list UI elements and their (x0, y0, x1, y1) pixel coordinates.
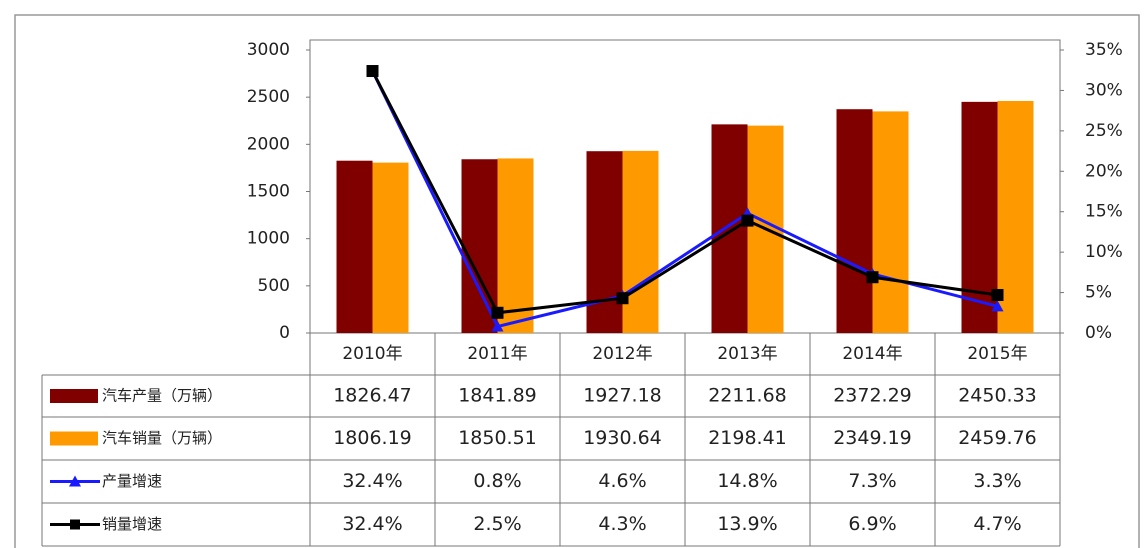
table-cell: 7.3% (848, 470, 896, 492)
x-tick-label: 2015年 (967, 344, 1027, 364)
y2-tick-label: 20% (1085, 161, 1123, 181)
legend-marker (70, 519, 80, 530)
legend-marker (69, 475, 81, 487)
table-cell: 2211.68 (708, 385, 787, 407)
x-tick-label: 2014年 (842, 344, 902, 364)
y-tick-label: 1000 (247, 229, 290, 249)
table-cell: 1930.64 (583, 427, 662, 449)
line (371, 70, 998, 315)
bar (711, 124, 748, 333)
table-cell: 0.8% (473, 470, 521, 492)
table-cell: 2372.29 (833, 385, 912, 407)
table-cell: 32.4% (342, 513, 402, 535)
table-cell: 4.7% (973, 513, 1021, 535)
x-tick-label: 2011年 (467, 344, 527, 364)
frame (14, 14, 1140, 548)
bar (836, 109, 873, 333)
legend-label: 汽车销量（万辆） (102, 429, 222, 447)
legend-swatch (50, 389, 98, 403)
marker (741, 214, 754, 227)
legend-label: 产量增速 (102, 472, 162, 490)
table-cell: 1841.89 (458, 385, 537, 407)
y-tick-label: 2000 (247, 134, 290, 154)
y2-tick-label: 10% (1085, 242, 1123, 262)
bar (586, 151, 623, 333)
y2-tick-label: 25% (1085, 121, 1123, 141)
bar (336, 160, 373, 333)
table-cell: 32.4% (342, 470, 402, 492)
marker (991, 288, 1004, 301)
y-tick-label: 1500 (247, 182, 290, 202)
table-cell: 1850.51 (458, 427, 537, 449)
y2-tick-label: 5% (1085, 283, 1112, 303)
legend-swatch (50, 431, 98, 446)
marker (991, 300, 1004, 312)
marker (491, 320, 504, 332)
bar (497, 158, 534, 333)
x-tick-label: 2012年 (592, 344, 652, 364)
marker (366, 65, 379, 78)
table-cell: 6.9% (848, 513, 896, 535)
table-cell: 1826.47 (333, 385, 412, 407)
marker (491, 306, 504, 319)
table-cell: 1806.19 (333, 427, 412, 449)
table-cell: 2198.41 (708, 427, 787, 449)
y-tick-label: 0 (279, 323, 290, 343)
y2-tick-label: 0% (1085, 323, 1112, 343)
y2-tick-label: 30% (1085, 80, 1123, 100)
table-cell: 2349.19 (833, 427, 912, 449)
y2-tick-label: 35% (1085, 40, 1123, 60)
y-tick-label: 500 (258, 276, 290, 296)
y-tick-label: 2500 (247, 87, 290, 107)
table-cell: 3.3% (973, 470, 1021, 492)
table-cell: 1927.18 (583, 385, 662, 407)
marker (866, 271, 879, 284)
y2-tick-label: 15% (1085, 202, 1123, 222)
table-cell: 4.6% (598, 470, 646, 492)
marker (616, 292, 629, 305)
bar (372, 162, 409, 333)
bar (872, 111, 909, 334)
y-tick-label: 3000 (247, 40, 290, 60)
bar (622, 150, 659, 333)
table-cell: 13.9% (717, 513, 777, 535)
table-cell: 2459.76 (958, 427, 1037, 449)
table-cell: 14.8% (717, 470, 777, 492)
legend-label: 销量增速 (102, 515, 162, 533)
table-cell: 2.5% (473, 513, 521, 535)
table-cell: 2450.33 (958, 385, 1037, 407)
legend-label: 汽车产量（万辆） (102, 387, 222, 405)
x-tick-label: 2010年 (342, 344, 402, 364)
table-cell: 4.3% (598, 513, 646, 535)
x-tick-label: 2013年 (717, 344, 777, 364)
